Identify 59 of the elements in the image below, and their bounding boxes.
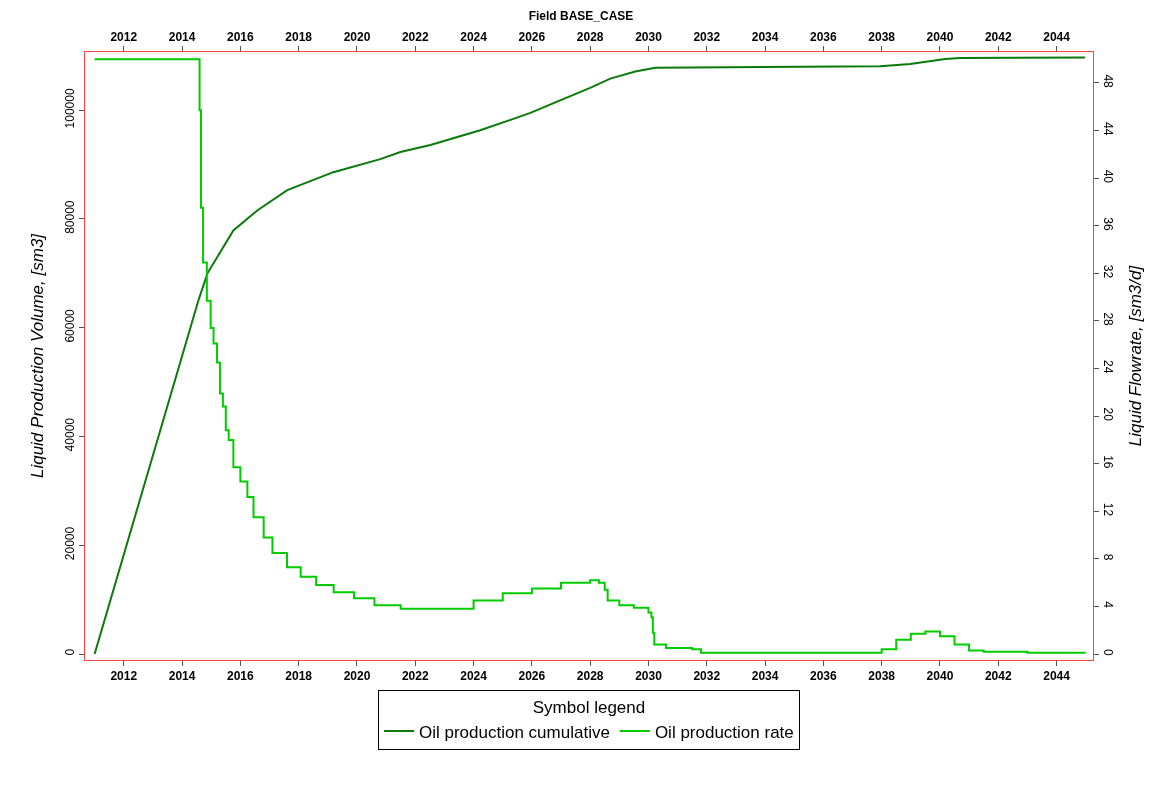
y2-tick-label: 28 <box>1100 312 1115 327</box>
y2-tick-label: 0 <box>1100 648 1115 656</box>
y2-tick-label: 4 <box>1100 601 1115 609</box>
x-tick-label: 2026 <box>518 30 546 45</box>
x-tick-label: 2024 <box>460 30 488 45</box>
x2-tick-label: 2030 <box>635 669 663 684</box>
legend-label: Oil production cumulative <box>419 722 610 742</box>
x2-tick-label: 2042 <box>984 669 1012 684</box>
x-tick-label: 2044 <box>1043 30 1071 45</box>
x2-tick-label: 2032 <box>693 669 721 684</box>
x2-tick-label: 2038 <box>868 669 896 684</box>
y-tick-label: 100000 <box>63 88 78 129</box>
x2-tick-label: 2024 <box>460 669 488 684</box>
y2-tick-label: 36 <box>1100 217 1115 231</box>
x-tick-label: 2020 <box>343 30 371 45</box>
x-tick-label: 2030 <box>635 30 663 45</box>
x2-tick-label: 2014 <box>168 669 196 684</box>
x-tick-label: 2014 <box>168 30 196 45</box>
x2-tick-label: 2012 <box>110 669 138 684</box>
y2-tick-label: 32 <box>1100 264 1115 279</box>
y-tick-label: 20000 <box>63 526 78 561</box>
x-tick-label: 2036 <box>810 30 838 45</box>
x2-tick-label: 2016 <box>227 669 255 684</box>
x2-tick-label: 2026 <box>518 669 546 684</box>
x-tick-label: 2016 <box>227 30 255 45</box>
chart-title: Field BASE_CASE <box>528 9 634 24</box>
x-tick-label: 2022 <box>401 30 429 45</box>
y2-tick-label: 16 <box>1100 455 1115 469</box>
x2-tick-label: 2020 <box>343 669 371 684</box>
x2-tick-label: 2022 <box>401 669 429 684</box>
y2-tick-label: 20 <box>1100 407 1115 422</box>
x-tick-label: 2018 <box>285 30 313 45</box>
y-tick-label: 40000 <box>63 417 78 452</box>
y2-tick-label: 12 <box>1100 502 1115 517</box>
legend-title: Symbol legend <box>532 698 646 718</box>
x2-tick-label: 2036 <box>810 669 838 684</box>
x-tick-label: 2042 <box>984 30 1012 45</box>
x2-tick-label: 2028 <box>576 669 604 684</box>
legend-label: Oil production rate <box>654 722 794 742</box>
y-tick-label: 60000 <box>63 308 78 343</box>
y2-tick-label: 40 <box>1100 169 1115 184</box>
x-tick-label: 2038 <box>868 30 896 45</box>
x-tick-label: 2034 <box>751 30 779 45</box>
x2-tick-label: 2040 <box>926 669 954 684</box>
y2-tick-label: 8 <box>1100 553 1115 561</box>
x-tick-label: 2032 <box>693 30 721 45</box>
x-tick-label: 2012 <box>110 30 138 45</box>
y2-tick-label: 24 <box>1100 360 1115 374</box>
x-tick-label: 2028 <box>576 30 604 45</box>
x2-tick-label: 2034 <box>751 669 779 684</box>
x2-tick-label: 2044 <box>1043 669 1071 684</box>
y-axis-title: Liquid Production Volume, [sm3] <box>27 232 47 479</box>
y-tick-label: 0 <box>63 648 78 656</box>
x2-tick-label: 2018 <box>285 669 313 684</box>
y-tick-label: 80000 <box>63 200 78 234</box>
y2-tick-label: 48 <box>1100 74 1115 89</box>
y2-tick-label: 44 <box>1100 122 1115 136</box>
x-tick-label: 2040 <box>926 30 954 45</box>
y2-axis-title: Liquid Flowrate, [sm3/d] <box>1126 264 1146 447</box>
